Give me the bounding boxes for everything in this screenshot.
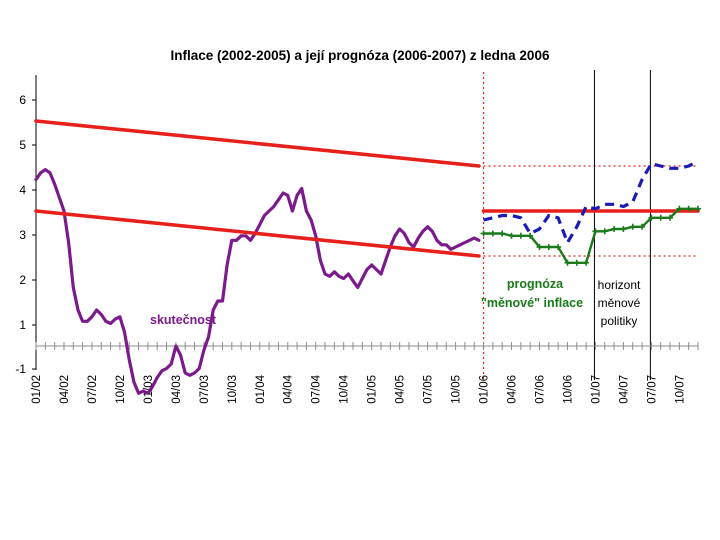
x-tick-label-6: 07/03 — [199, 375, 211, 404]
series-5 — [480, 205, 701, 266]
x-tick-label-12: 01/05 — [367, 375, 379, 404]
x-tick-label-0: 01/02 — [31, 375, 43, 404]
series-line-0 — [34, 168, 481, 395]
x-tick-label-10: 07/04 — [311, 374, 323, 403]
annotation-horizon-line3: politiky — [601, 314, 638, 328]
series-2 — [34, 209, 481, 258]
chart-title: Inflace (2002-2005) a její prognóza (200… — [171, 48, 550, 63]
annotation-horizon-line1: horizont — [598, 278, 641, 292]
x-tick-label-21: 04/07 — [618, 375, 630, 404]
x-tick-label-8: 01/04 — [255, 374, 267, 403]
series-layer — [34, 119, 701, 395]
x-tick-label-15: 10/05 — [451, 375, 463, 404]
series-line-2 — [34, 209, 481, 258]
x-tick-label-2: 07/02 — [87, 375, 99, 404]
annotation-forecast-line1: prognóza — [507, 277, 564, 291]
series-4 — [483, 160, 699, 245]
x-tick-label-18: 07/06 — [534, 375, 546, 404]
x-tick-label-5: 04/03 — [171, 375, 183, 404]
x-tick-label-16: 01/06 — [479, 375, 491, 404]
series-line-4 — [483, 160, 699, 245]
x-tick-label-11: 10/04 — [339, 374, 351, 403]
y-tick-label-4: 4 — [19, 183, 26, 197]
x-tick-label-17: 04/06 — [507, 375, 519, 404]
reference-lines — [482, 70, 698, 380]
x-tick-label-19: 10/06 — [562, 375, 574, 404]
x-tick-label-23: 10/07 — [674, 375, 686, 404]
annotation-forecast-line2: "měnové" inflace — [481, 296, 583, 310]
y-tick-label-3: 3 — [19, 228, 26, 242]
annotation-horizon-line2: měnové — [598, 296, 641, 310]
annotation-actual: skutečnost — [150, 313, 217, 327]
series-line-1 — [34, 119, 481, 168]
series-0 — [34, 168, 481, 395]
y-tick-label-6: 6 — [19, 93, 26, 107]
x-tick-label-3: 10/02 — [115, 375, 127, 404]
x-tick-label-7: 10/03 — [227, 375, 239, 404]
x-tick-label-20: 01/07 — [590, 375, 602, 404]
series-1 — [34, 119, 481, 168]
y-tick-label-0: -1 — [15, 362, 26, 376]
y-tick-label-2: 2 — [19, 273, 26, 287]
x-tick-label-13: 04/05 — [395, 375, 407, 404]
x-tick-label-1: 04/02 — [59, 375, 71, 404]
annotations: skutečnost prognóza "měnové" inflace hor… — [150, 277, 641, 328]
y-tick-label-1: 1 — [19, 318, 26, 332]
x-tick-label-22: 07/07 — [646, 375, 658, 404]
y-tick-label-5: 5 — [19, 138, 26, 152]
x-tick-label-14: 07/05 — [423, 375, 435, 404]
x-tick-label-9: 04/04 — [283, 374, 295, 403]
